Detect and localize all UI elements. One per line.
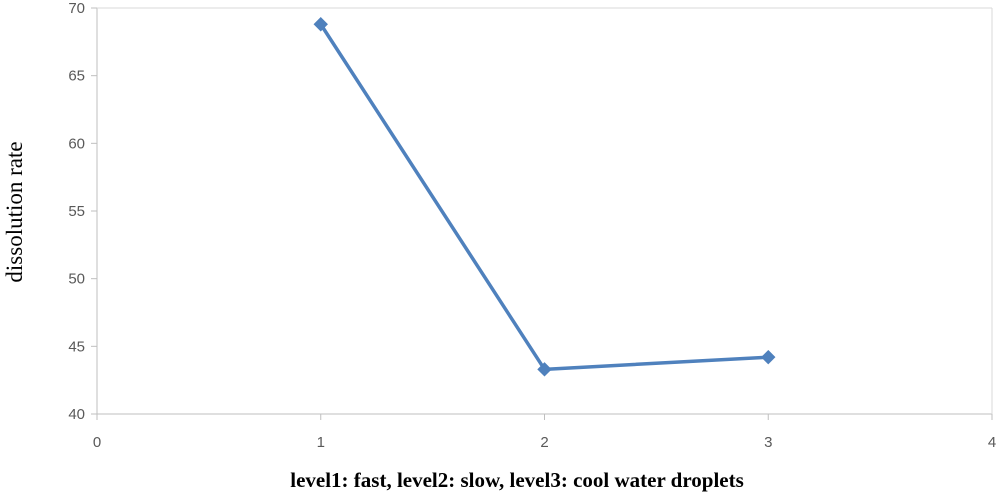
y-tick-label: 45 bbox=[68, 338, 85, 355]
x-tick-label: 0 bbox=[93, 434, 101, 451]
y-tick-label: 40 bbox=[68, 406, 85, 423]
x-tick-label: 1 bbox=[317, 434, 325, 451]
y-tick-label: 60 bbox=[68, 135, 85, 152]
y-tick-label: 65 bbox=[68, 68, 85, 85]
data-point-marker bbox=[313, 17, 328, 32]
x-axis-title: level1: fast, level2: slow, level3: cool… bbox=[290, 468, 744, 492]
y-tick-label: 50 bbox=[68, 271, 85, 288]
y-tick-label: 55 bbox=[68, 203, 85, 220]
x-tick-label: 3 bbox=[764, 434, 772, 451]
y-tick-label: 70 bbox=[68, 0, 85, 17]
series-line bbox=[319, 22, 770, 372]
series-layer bbox=[313, 17, 776, 377]
y-axis-ticks: 40 45 50 55 60 65 70 bbox=[68, 0, 97, 423]
data-point-marker bbox=[761, 349, 776, 365]
x-tick-label: 4 bbox=[988, 434, 996, 451]
x-tick-label: 2 bbox=[540, 434, 548, 451]
y-axis-title: dissolution rate bbox=[2, 141, 27, 282]
data-point-marker bbox=[537, 362, 552, 377]
x-axis-ticks: 0 1 2 3 4 bbox=[93, 414, 996, 451]
